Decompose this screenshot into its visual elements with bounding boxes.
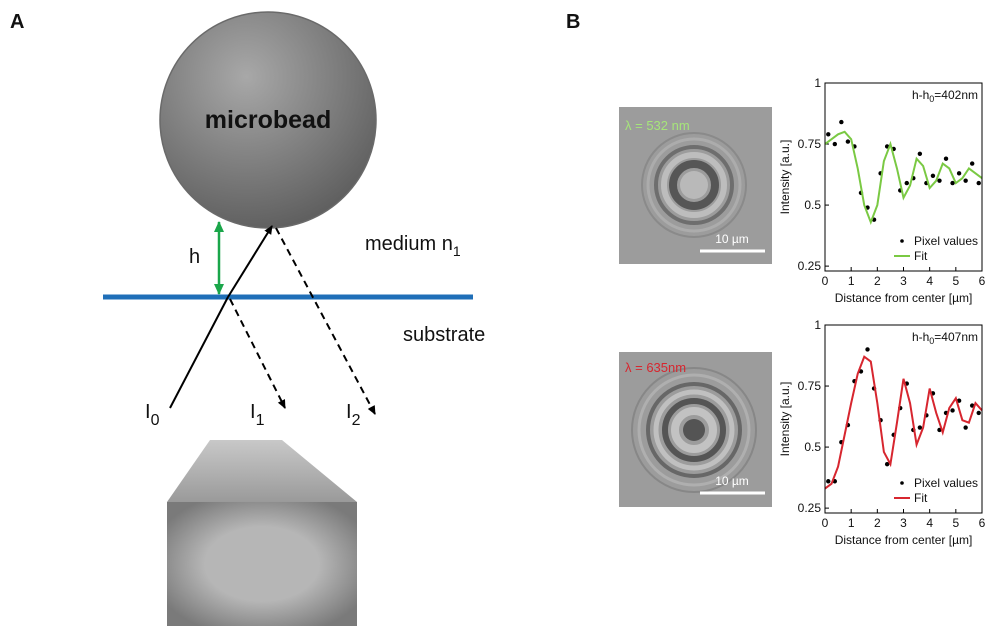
legend-label: Fit (914, 249, 928, 263)
x-axis-label: Distance from center [µm] (835, 291, 973, 305)
incident-beam (169, 296, 229, 409)
x-tick-label: 0 (822, 274, 829, 288)
y-tick-label: 0.5 (804, 440, 821, 454)
reflected-beam-1 (229, 298, 286, 409)
x-tick-label: 6 (979, 516, 985, 530)
microscope-image (619, 107, 772, 264)
pixel-point (826, 132, 831, 137)
x-tick-label: 2 (874, 516, 881, 530)
pixel-point (976, 410, 981, 416)
bead-label: microbead (205, 106, 331, 134)
pixel-point (930, 173, 936, 178)
x-tick-label: 6 (979, 274, 985, 288)
y-tick-label: 0.5 (804, 198, 821, 212)
wavelength-label: λ = 532 nm (625, 118, 690, 133)
fit-line (824, 130, 983, 225)
pixel-point (917, 425, 923, 430)
y-axis-label: Intensity [a.u.] (778, 382, 792, 457)
panel-label: B (566, 11, 580, 33)
annotation: h-h0=407nm (912, 330, 978, 346)
axes-frame (824, 82, 983, 272)
gap-label: h (189, 246, 200, 268)
x-tick-label: 5 (952, 274, 959, 288)
panel-label: A (10, 11, 24, 33)
x-tick-label: 1 (848, 516, 855, 530)
pixel-point (956, 171, 962, 176)
beam-text: I (145, 401, 151, 423)
pixel-point (950, 408, 955, 413)
x-tick-label: 4 (926, 274, 933, 288)
x-tick-label: 1 (848, 274, 855, 288)
legend-swatch (900, 481, 904, 485)
objective-tip (167, 440, 357, 502)
pixel-point (976, 180, 981, 186)
y-tick-label: 0.25 (798, 259, 822, 273)
pixel-point (956, 398, 962, 403)
y-tick-label: 1 (814, 76, 821, 90)
pixel-point (839, 119, 844, 125)
transmitted-beam (227, 225, 273, 298)
x-tick-label: 0 (822, 516, 829, 530)
pixel-point (904, 180, 909, 186)
x-tick-label: 3 (900, 516, 907, 530)
legend-label: Pixel values (914, 476, 978, 490)
pixel-point (963, 178, 968, 183)
annotation-text: h-h (912, 88, 929, 102)
annotation-suffix: =402nm (934, 88, 978, 102)
beam-label: I0 (145, 401, 160, 429)
microscope-image (619, 352, 772, 507)
reflected-beam-2 (275, 227, 376, 415)
annotation: h-h0=402nm (912, 88, 978, 104)
annotation-sub: 0 (929, 336, 934, 346)
legend-label: Fit (914, 491, 928, 505)
medium-text: medium n (365, 233, 453, 255)
y-tick-label: 0.25 (798, 501, 822, 515)
chart: 0.25 0.5 0.75 1 0 1 2 3 4 5 6 Distance from center … (778, 318, 985, 547)
pixel-point (963, 425, 968, 430)
fit-line (824, 355, 983, 490)
pixel-point (917, 151, 923, 157)
x-tick-label: 3 (900, 274, 907, 288)
substrate-label: substrate (403, 324, 485, 346)
annotation-text: h-h (912, 330, 929, 344)
beam-label: I2 (346, 401, 361, 429)
beam-label: I1 (250, 401, 265, 429)
objective-body (167, 502, 357, 626)
pixel-point (865, 347, 870, 352)
pixel-point (950, 180, 955, 186)
scale-label: 10 µm (715, 474, 749, 488)
x-axis-label: Distance from center [µm] (835, 533, 973, 547)
beam-text: I (346, 401, 352, 423)
x-tick-label: 5 (952, 516, 959, 530)
pixel-point (937, 178, 942, 183)
pixel-point (845, 139, 851, 144)
pixel-point (826, 479, 831, 484)
beam-sub: 1 (256, 412, 265, 429)
y-tick-label: 0.75 (798, 137, 822, 151)
y-tick-label: 0.75 (798, 379, 822, 393)
annotation-suffix: =407nm (934, 330, 978, 344)
medium-sub: 1 (453, 243, 461, 259)
beam-text: I (250, 401, 256, 423)
pixel-point (943, 156, 949, 161)
legend-swatch (900, 239, 904, 243)
pixel-point (969, 161, 975, 166)
wavelength-label: λ = 635nm (625, 360, 686, 375)
beam-sub: 2 (352, 412, 361, 429)
y-axis-label: Intensity [a.u.] (778, 140, 792, 215)
x-tick-label: 2 (874, 274, 881, 288)
medium-label: medium n1 (365, 233, 461, 259)
annotation-sub: 0 (929, 94, 934, 104)
y-tick-label: 1 (814, 318, 821, 332)
pixel-point (884, 461, 890, 467)
pixel-point (832, 141, 838, 147)
scale-label: 10 µm (715, 232, 749, 246)
beam-sub: 0 (151, 412, 160, 429)
x-tick-label: 4 (926, 516, 933, 530)
legend-label: Pixel values (914, 234, 978, 248)
axes-frame (824, 324, 983, 514)
chart: 0.25 0.5 0.75 1 0 1 2 3 4 5 6 Distance from center … (778, 76, 985, 305)
